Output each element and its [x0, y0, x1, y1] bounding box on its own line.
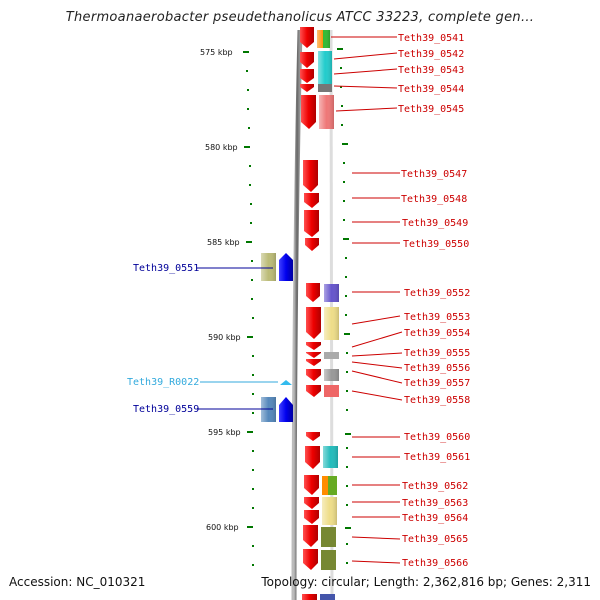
- gene-label: Teth39_0542: [398, 49, 464, 60]
- gene-arrow-next: [302, 594, 317, 600]
- scale-label-600: 600 kbp: [206, 523, 253, 532]
- scale-label-590: 590 kbp: [208, 333, 253, 342]
- gene-label: Teth39_0541: [398, 33, 464, 44]
- gene-arrow-0563: [304, 497, 319, 509]
- gene-arrow-0543: [300, 69, 314, 83]
- cog-boxes: [317, 30, 339, 600]
- genome-backbone: [291, 29, 303, 600]
- gene-arrow-0564: [304, 510, 319, 524]
- gene-label: Teth39_0548: [401, 194, 467, 205]
- gene-label: Teth39_0565: [402, 534, 468, 545]
- gene-label: Teth39_0566: [402, 558, 468, 569]
- svg-text:585 kbp: 585 kbp: [207, 238, 240, 247]
- accession-text: Accession: NC_010321: [9, 575, 146, 589]
- gene-arrow-0550: [305, 238, 319, 251]
- gene-label: Teth39_0562: [402, 481, 468, 492]
- gene-arrow-0551: [279, 253, 293, 281]
- gene-label: Teth39_0547: [401, 169, 467, 180]
- gene-arrow-0562: [304, 475, 319, 495]
- scale-label-580: 580 kbp: [205, 143, 250, 152]
- gene-label: Teth39_0557: [404, 378, 470, 389]
- scale-label-585: 585 kbp: [207, 238, 252, 247]
- gene-arrow-0547: [303, 160, 318, 192]
- gene-arrow-0558: [306, 385, 321, 397]
- gene-arrow-0552: [306, 283, 320, 302]
- gene-arrow-0544: [300, 84, 314, 92]
- reverse-strand-genes: [300, 27, 321, 600]
- gene-arrow-0545: [301, 95, 316, 129]
- gene-arrow-0566: [303, 549, 318, 570]
- gene-label: Teth39_0558: [404, 395, 470, 406]
- forward-strand-genes: [261, 253, 293, 422]
- gene-arrow-0565: [303, 525, 318, 547]
- gene-label: Teth39_0544: [398, 84, 464, 95]
- gene-arrow-0557: [306, 369, 321, 381]
- gene-label-0559: Teth39_0559: [133, 404, 199, 415]
- gene-label-0551: Teth39_0551: [133, 263, 199, 274]
- gene-label: Teth39_0549: [402, 218, 468, 229]
- gene-label: Teth39_0556: [404, 363, 470, 374]
- svg-text:600 kbp: 600 kbp: [206, 523, 239, 532]
- gene-label: Teth39_0563: [402, 498, 468, 509]
- topology-text: Topology: circular; Length: 2,362,816 bp…: [261, 575, 591, 589]
- svg-text:595 kbp: 595 kbp: [208, 428, 241, 437]
- right-gene-labels: Teth39_0541 Teth39_0542 Teth39_0543 Teth…: [398, 33, 470, 569]
- svg-text:575 kbp: 575 kbp: [200, 48, 233, 57]
- gene-arrow-0548: [304, 193, 319, 208]
- gene-label: Teth39_0552: [404, 288, 470, 299]
- svg-text:590 kbp: 590 kbp: [208, 333, 241, 342]
- svg-text:580 kbp: 580 kbp: [205, 143, 238, 152]
- scale-axis: 575 kbp 580 kbp 585 kbp 590 kbp 595 kbp …: [200, 48, 351, 566]
- gene-label: Teth39_0555: [404, 348, 470, 359]
- gene-arrow-0549: [304, 210, 319, 237]
- left-leader-lines: [197, 267, 278, 410]
- gene-arrow-0560: [306, 432, 320, 441]
- gene-arrow-0555: [306, 352, 321, 358]
- gene-label: Teth39_0545: [398, 104, 464, 115]
- gene-label: Teth39_0561: [404, 452, 470, 463]
- genome-title: Thermoanaerobacter pseudethanolicus ATCC…: [65, 10, 535, 25]
- gene-label: Teth39_0550: [403, 239, 469, 250]
- right-leader-lines: [331, 36, 403, 564]
- rna-arrow-R0022: [280, 380, 292, 385]
- gene-label: Teth39_0560: [404, 432, 470, 443]
- scale-label-595: 595 kbp: [208, 428, 253, 437]
- scale-label-575: 575 kbp: [200, 48, 249, 57]
- gene-arrow-0553: [306, 307, 321, 339]
- gene-arrow-0542: [300, 52, 314, 68]
- gene-arrow-0554: [306, 342, 321, 350]
- gene-arrow-0541: [300, 27, 314, 48]
- gene-label: Teth39_0553: [404, 312, 470, 323]
- gene-arrow-0556: [306, 359, 321, 366]
- gene-label: Teth39_0543: [398, 65, 464, 76]
- gene-label: Teth39_0554: [404, 328, 470, 339]
- gene-label: Teth39_0564: [402, 513, 468, 524]
- gene-arrow-0561: [305, 446, 320, 469]
- left-gene-labels: Teth39_0551 Teth39_R0022 Teth39_0559: [127, 263, 199, 415]
- rna-label-R0022: Teth39_R0022: [127, 377, 199, 388]
- gene-arrow-0559: [279, 397, 293, 422]
